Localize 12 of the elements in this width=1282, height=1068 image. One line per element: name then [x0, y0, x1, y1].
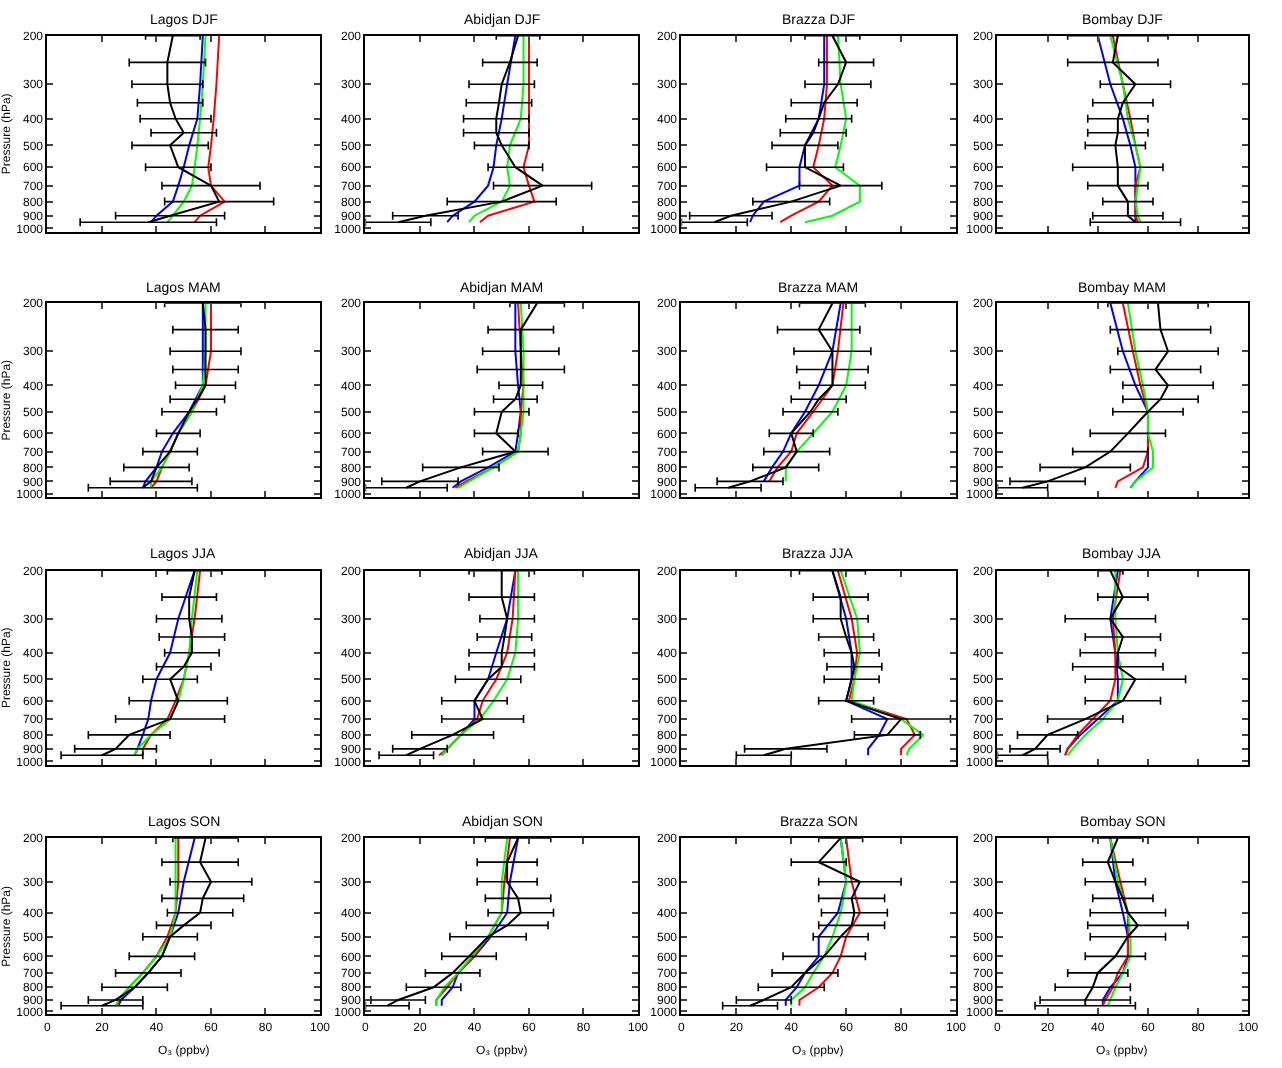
line-series	[1126, 303, 1154, 489]
line-series	[150, 35, 204, 224]
line-series	[779, 35, 834, 224]
line-series	[784, 303, 853, 483]
line-series	[1106, 838, 1132, 1007]
line-series	[468, 35, 525, 224]
line-series	[749, 35, 826, 224]
line-series	[446, 35, 517, 224]
line-series	[798, 838, 861, 1007]
line-series	[166, 35, 207, 224]
line-series	[803, 35, 861, 224]
line-series	[193, 35, 226, 224]
